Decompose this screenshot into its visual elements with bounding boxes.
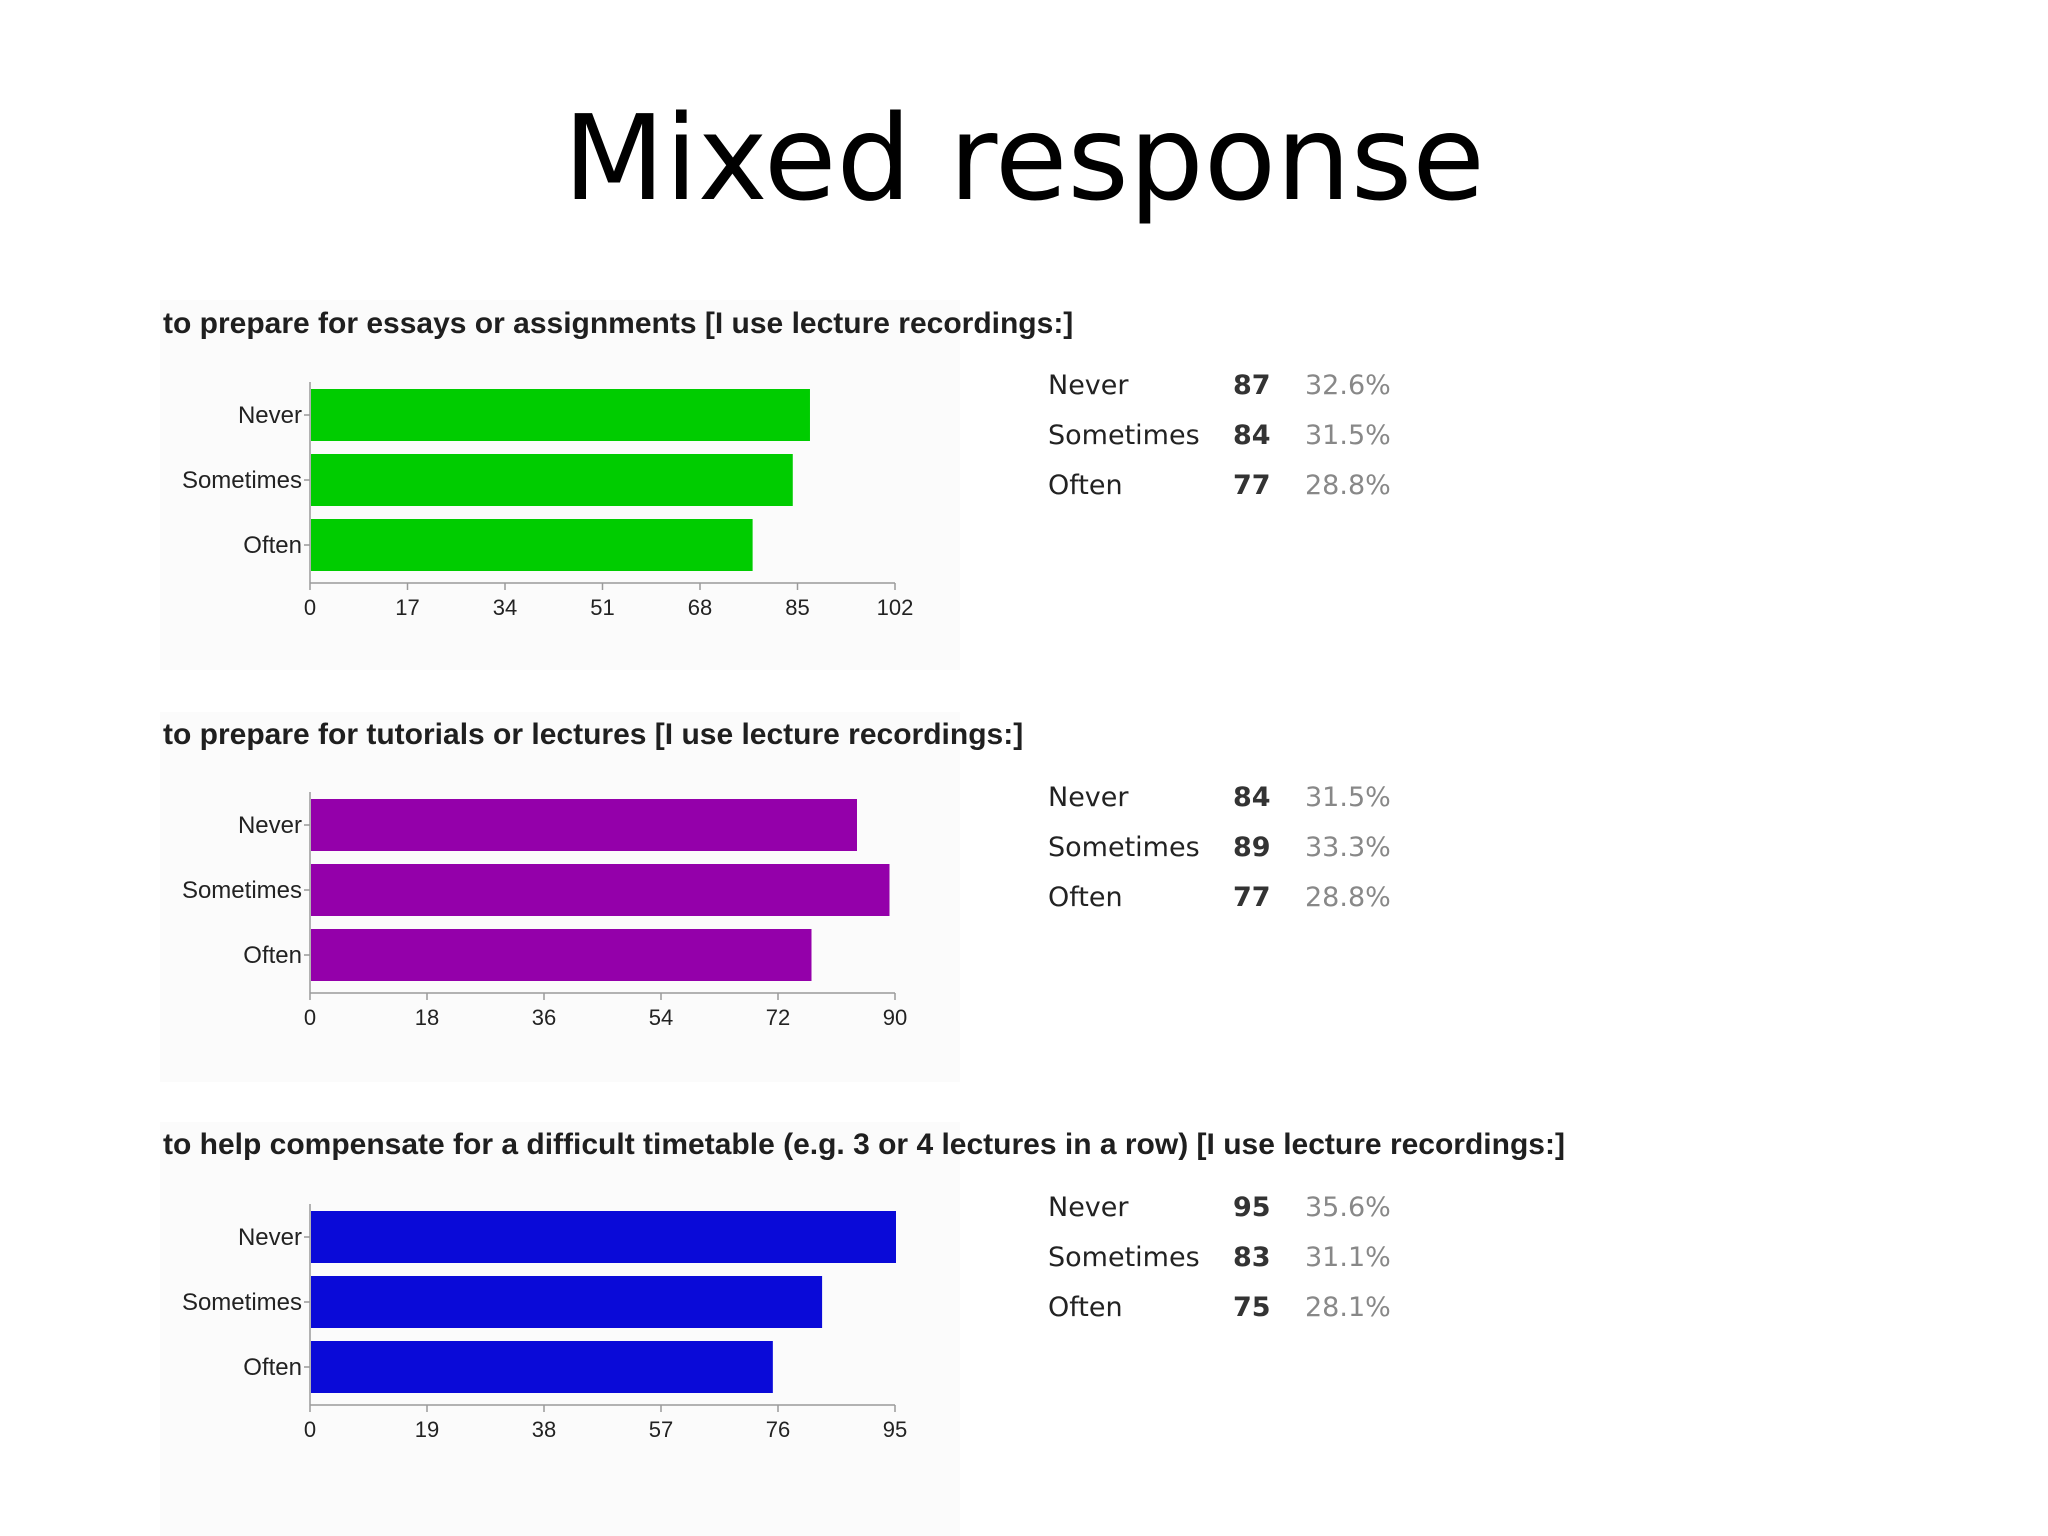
- bar-often: [311, 929, 812, 981]
- x-tick-label: 18: [415, 1005, 439, 1030]
- bar-never: [311, 389, 810, 441]
- bar-often: [311, 519, 753, 571]
- summary-row: Often 75 28.1%: [1048, 1282, 1391, 1332]
- x-tick-label: 51: [590, 595, 614, 620]
- summary-label: Never: [1048, 369, 1129, 401]
- summary-count: 77: [1233, 469, 1271, 501]
- summary-row: Never 95 35.6%: [1048, 1182, 1391, 1232]
- chart-title: to prepare for essays or assignments [I …: [163, 307, 1074, 340]
- summary-percent: 28.8%: [1305, 881, 1391, 913]
- summary-row: Sometimes 89 33.3%: [1048, 822, 1391, 872]
- summary-count: 89: [1233, 831, 1271, 863]
- bar-chart-tutorials: Never Sometimes Often 0 18 36 54 72 90: [182, 792, 907, 1030]
- category-label: Often: [243, 532, 302, 559]
- summary-count: 77: [1233, 881, 1271, 913]
- summary-percent: 35.6%: [1305, 1191, 1391, 1223]
- summary-label: Sometimes: [1048, 419, 1200, 451]
- x-tick-label: 0: [304, 595, 316, 620]
- summary-count: 75: [1233, 1291, 1271, 1323]
- category-label: Often: [243, 1354, 302, 1381]
- category-label: Sometimes: [182, 1289, 302, 1316]
- bar-sometimes: [311, 1276, 823, 1328]
- x-tick-label: 54: [649, 1005, 673, 1030]
- summary-count: 83: [1233, 1241, 1271, 1273]
- category-label: Often: [243, 942, 302, 969]
- x-tick-label: 36: [532, 1005, 556, 1030]
- summary-label: Sometimes: [1048, 831, 1200, 863]
- summary-percent: 28.1%: [1305, 1291, 1391, 1323]
- category-label: Sometimes: [182, 877, 302, 904]
- x-tick-label: 95: [883, 1417, 907, 1442]
- summary-label: Sometimes: [1048, 1241, 1200, 1273]
- x-tick-label: 38: [532, 1417, 556, 1442]
- bar-often: [311, 1341, 773, 1393]
- summary-count: 84: [1233, 419, 1271, 451]
- x-tick-label: 34: [493, 595, 517, 620]
- chart-title: to help compensate for a difficult timet…: [163, 1128, 1565, 1161]
- summary-percent: 28.8%: [1305, 469, 1391, 501]
- x-tick-label: 19: [415, 1417, 439, 1442]
- summary-label: Often: [1048, 881, 1123, 913]
- summary-table-tutorials: Never 84 31.5% Sometimes 89 33.3% Often 77 28.8%: [1048, 772, 1391, 922]
- x-tick-label: 90: [883, 1005, 907, 1030]
- summary-table-timetable: Never 95 35.6% Sometimes 83 31.1% Often 75 28.1%: [1048, 1182, 1391, 1332]
- summary-label: Never: [1048, 781, 1129, 813]
- x-tick-label: 72: [766, 1005, 790, 1030]
- summary-percent: 31.5%: [1305, 419, 1391, 451]
- summary-percent: 33.3%: [1305, 831, 1391, 863]
- summary-percent: 32.6%: [1305, 369, 1391, 401]
- x-tick-label: 0: [304, 1005, 316, 1030]
- summary-row: Often 77 28.8%: [1048, 460, 1391, 510]
- x-tick-label: 17: [395, 595, 419, 620]
- summary-label: Often: [1048, 1291, 1123, 1323]
- x-tick-label: 68: [688, 595, 712, 620]
- summary-table-essays: Never 87 32.6% Sometimes 84 31.5% Often 77 28.8%: [1048, 360, 1391, 510]
- x-tick-label: 57: [649, 1417, 673, 1442]
- chart-title: to prepare for tutorials or lectures [I …: [163, 718, 1024, 751]
- summary-count: 95: [1233, 1191, 1271, 1223]
- summary-count: 84: [1233, 781, 1271, 813]
- bar-sometimes: [311, 454, 793, 506]
- x-tick-label: 76: [766, 1417, 790, 1442]
- category-label: Never: [238, 812, 302, 839]
- bar-never: [311, 1211, 896, 1263]
- slide-title: Mixed response: [563, 89, 1485, 227]
- summary-percent: 31.5%: [1305, 781, 1391, 813]
- x-tick-label: 85: [785, 595, 809, 620]
- category-label: Never: [238, 1224, 302, 1251]
- summary-label: Often: [1048, 469, 1123, 501]
- summary-row: Sometimes 83 31.1%: [1048, 1232, 1391, 1282]
- category-label: Sometimes: [182, 467, 302, 494]
- bar-never: [311, 799, 857, 851]
- summary-row: Never 87 32.6%: [1048, 360, 1391, 410]
- category-label: Never: [238, 402, 302, 429]
- summary-label: Never: [1048, 1191, 1129, 1223]
- summary-percent: 31.1%: [1305, 1241, 1391, 1273]
- summary-row: Often 77 28.8%: [1048, 872, 1391, 922]
- x-tick-label: 0: [304, 1417, 316, 1442]
- summary-count: 87: [1233, 369, 1271, 401]
- bar-chart-timetable: Never Sometimes Often 0 19 38 57 76 95: [182, 1204, 907, 1442]
- summary-row: Never 84 31.5%: [1048, 772, 1391, 822]
- summary-row: Sometimes 84 31.5%: [1048, 410, 1391, 460]
- chart-panel-background: [160, 1122, 960, 1536]
- bar-sometimes: [311, 864, 890, 916]
- bar-chart-essays: Never Sometimes Often 0 17 34 51 68 85 102: [182, 382, 914, 620]
- x-tick-label: 102: [877, 595, 914, 620]
